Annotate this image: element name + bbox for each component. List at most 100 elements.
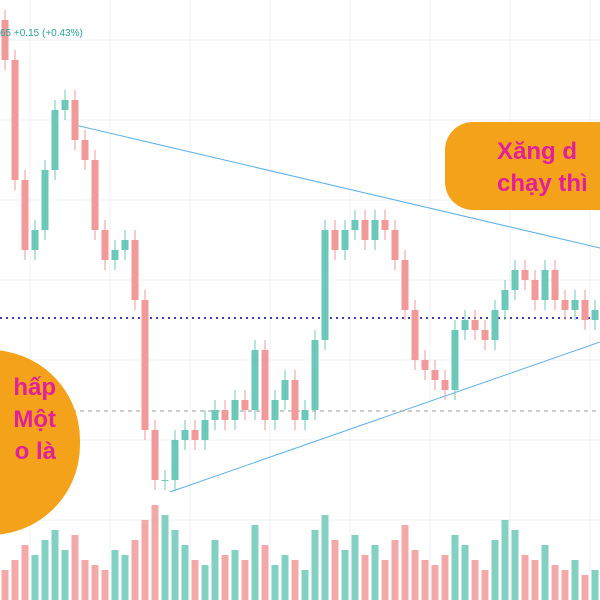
candle-body xyxy=(451,330,459,390)
volume-bar xyxy=(31,555,39,600)
candle-body xyxy=(51,110,59,170)
volume-bar xyxy=(521,555,529,600)
candle-body xyxy=(591,310,599,320)
candle-body xyxy=(241,400,249,410)
candle-body xyxy=(561,300,569,310)
volume-bar xyxy=(501,520,509,600)
candle-body xyxy=(361,220,369,240)
candle-body xyxy=(201,420,209,440)
volume-bar xyxy=(121,555,129,600)
callout-text: Xăng d xyxy=(497,138,578,165)
candle-body xyxy=(171,440,179,480)
volume-bar xyxy=(401,525,409,600)
volume-bar xyxy=(511,530,519,600)
volume-bar xyxy=(101,570,109,600)
volume-bar xyxy=(201,565,209,600)
volume-bar xyxy=(51,530,59,600)
candle-body xyxy=(471,320,479,330)
candle-body xyxy=(571,300,579,310)
volume-bar xyxy=(171,530,179,600)
candle-body xyxy=(41,170,49,230)
candle-body xyxy=(251,350,259,410)
candle-body xyxy=(141,300,149,430)
callout: Xăng d chạy thì xyxy=(445,122,600,210)
callout-text: Một xyxy=(13,406,56,433)
candle-body xyxy=(531,280,539,300)
volume-bar xyxy=(471,560,479,600)
volume-bar xyxy=(211,540,219,600)
candle-body xyxy=(131,240,139,300)
candle-body xyxy=(421,360,429,370)
volume-bar xyxy=(371,545,379,600)
candle-body xyxy=(281,380,289,400)
candle-body xyxy=(21,180,29,250)
candle-body xyxy=(101,230,109,260)
candle-body xyxy=(511,270,519,290)
volume-bar xyxy=(91,565,99,600)
callout-text: o là xyxy=(14,438,56,465)
header: 65 +0.15 (+0.43%) xyxy=(0,28,83,39)
volume-bar xyxy=(331,540,339,600)
candle-body xyxy=(341,230,349,250)
candle-body xyxy=(271,400,279,420)
candle-body xyxy=(261,350,269,420)
candle-body xyxy=(311,340,319,410)
volume-bar xyxy=(311,530,319,600)
candle-body xyxy=(1,20,9,60)
volume-bar xyxy=(491,540,499,600)
volume-bar xyxy=(421,560,429,600)
volume-bar xyxy=(341,550,349,600)
volume-bar xyxy=(181,545,189,600)
volume-bar xyxy=(451,535,459,600)
trend-line xyxy=(169,341,600,493)
volume-bar xyxy=(321,515,329,600)
volume-bar xyxy=(591,570,599,600)
candle-body xyxy=(321,230,329,340)
volume-bar xyxy=(241,560,249,600)
candle-body xyxy=(441,380,449,390)
candle-body xyxy=(291,380,299,420)
volume-bar xyxy=(81,560,89,600)
volume-bar xyxy=(361,555,369,600)
volume-bar xyxy=(1,570,9,600)
volume-bar xyxy=(531,560,539,600)
volume-bar xyxy=(381,560,389,600)
candle-body xyxy=(301,410,309,420)
candle-body xyxy=(191,430,199,440)
candle-body xyxy=(411,310,419,360)
volume-bar xyxy=(191,560,199,600)
candle-body xyxy=(381,220,389,230)
candle-body xyxy=(391,230,399,260)
volume-bar xyxy=(251,525,259,600)
candle-body xyxy=(401,260,409,310)
candle-body xyxy=(71,100,79,140)
volume-bar xyxy=(221,555,229,600)
candle-body xyxy=(521,270,529,280)
candle-body xyxy=(461,320,469,330)
candle-body xyxy=(111,250,119,260)
volume-bar xyxy=(411,550,419,600)
candle-body xyxy=(31,230,39,250)
volume-bar xyxy=(41,540,49,600)
volume-bar xyxy=(301,570,309,600)
candle-body xyxy=(491,310,499,340)
volume-bar xyxy=(281,555,289,600)
volume-bar xyxy=(151,505,159,600)
volume-bar xyxy=(161,515,169,600)
volume-bar xyxy=(271,565,279,600)
volume-bar xyxy=(441,555,449,600)
callout-text: hấp xyxy=(13,374,56,401)
candle-body xyxy=(371,220,379,240)
candle-body xyxy=(61,100,69,110)
volume-bar xyxy=(571,560,579,600)
volume-bar xyxy=(431,565,439,600)
candle-body xyxy=(121,240,129,250)
candle-body xyxy=(431,370,439,380)
candle-body xyxy=(481,330,489,340)
volume-bar xyxy=(391,540,399,600)
candle-body xyxy=(181,430,189,440)
candle-body xyxy=(501,290,509,310)
volume-bar xyxy=(21,545,29,600)
